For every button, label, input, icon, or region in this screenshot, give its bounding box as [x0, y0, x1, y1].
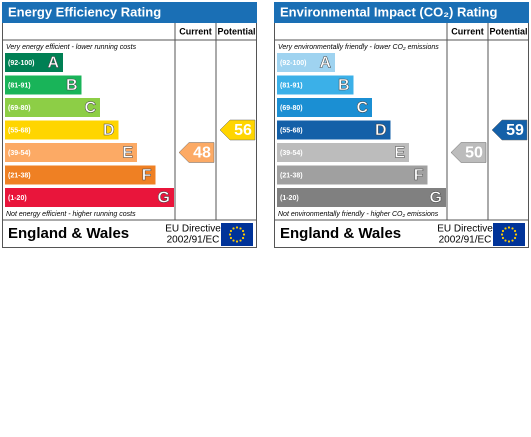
rating-value: 59	[506, 122, 524, 139]
flag-star	[511, 239, 514, 242]
rating-value: 50	[465, 145, 483, 162]
flag-star	[507, 226, 511, 229]
flag-star	[229, 236, 233, 240]
rating-band	[277, 188, 446, 207]
directive-line: EU Directive	[437, 224, 493, 235]
column-header: Potential	[217, 26, 255, 36]
flag-star	[501, 236, 505, 240]
flag-star	[500, 233, 504, 236]
band-letter: B	[66, 77, 78, 94]
band-letter: F	[414, 167, 424, 184]
flag-star	[513, 229, 517, 233]
flag-star	[507, 240, 511, 243]
rating-band	[5, 53, 63, 72]
band-letter: D	[103, 122, 115, 139]
band-letter: C	[356, 100, 368, 117]
rating-band	[5, 120, 119, 140]
band-range: (39-54)	[280, 150, 303, 157]
rating-band	[277, 98, 372, 117]
rating-band	[5, 143, 137, 162]
band-range: (55-68)	[280, 127, 303, 134]
flag-star	[239, 227, 242, 230]
band-letter: A	[47, 55, 59, 72]
band-letter: C	[84, 100, 96, 117]
band-letter: G	[430, 190, 442, 207]
rating-arrow	[450, 142, 487, 163]
band-letter: E	[122, 145, 133, 162]
flag-star	[501, 229, 505, 233]
rating-panel: Environmental Impact (CO₂) Rating Current…	[274, 2, 529, 248]
flag-star	[504, 227, 507, 230]
rating-band	[277, 53, 335, 72]
top-note: Very environmentally friendly - lower CO…	[278, 44, 439, 51]
flag-star	[235, 240, 239, 243]
flag-star	[232, 227, 235, 230]
rating-arrow	[491, 119, 528, 141]
flag-star	[228, 233, 232, 236]
flag-star	[229, 229, 233, 233]
column-header: Current	[451, 26, 484, 36]
flag-star	[241, 229, 245, 233]
rating-value: 48	[193, 145, 211, 162]
rating-value: 56	[234, 122, 252, 139]
rating-band	[277, 75, 354, 95]
band-letter: G	[158, 190, 170, 207]
band-range: (81-91)	[8, 82, 31, 89]
flag-star	[504, 239, 507, 242]
bottom-note: Not environmentally friendly - higher CO…	[278, 211, 439, 218]
rating-band	[5, 98, 100, 117]
top-note: Very energy efficient - lower running co…	[6, 44, 137, 51]
band-range: (21-38)	[8, 172, 31, 179]
eu-flag	[221, 223, 253, 246]
rating-band	[5, 165, 156, 185]
band-range: (39-54)	[8, 150, 31, 157]
band-range: (69-80)	[280, 105, 303, 112]
band-range: (1-20)	[280, 195, 299, 202]
band-range: (55-68)	[8, 127, 31, 134]
band-range: (1-20)	[8, 195, 27, 202]
rating-band	[277, 143, 409, 162]
band-letter: F	[142, 167, 152, 184]
rating-panel: Energy Efficiency Rating Current Potential…	[2, 2, 257, 248]
directive-line: EU Directive	[165, 224, 221, 235]
bottom-note: Not energy efficient - higher running co…	[6, 211, 136, 218]
band-range: (81-91)	[280, 82, 303, 89]
title-bar	[2, 2, 257, 23]
panel-title: Energy Efficiency Rating	[8, 4, 161, 19]
eu-flag	[493, 223, 525, 246]
title-bar	[274, 2, 529, 23]
flag-star	[232, 239, 235, 242]
column-header: Potential	[489, 26, 527, 36]
region: England & Wales	[280, 225, 401, 242]
flag-star	[235, 226, 239, 229]
rating-band	[277, 120, 391, 140]
flag-star	[514, 233, 518, 236]
band-range: (92-100)	[8, 60, 34, 67]
rating-band	[5, 75, 82, 95]
region: England & Wales	[8, 225, 129, 242]
flag-star	[239, 239, 242, 242]
directive-line: 2002/91/EC	[167, 235, 220, 246]
rating-arrow	[178, 142, 215, 163]
band-range: (92-100)	[280, 60, 306, 67]
rating-band	[5, 188, 174, 207]
band-letter: D	[375, 122, 387, 139]
band-letter: E	[394, 145, 405, 162]
flag-star	[241, 236, 245, 240]
band-letter: A	[319, 55, 331, 72]
flag-star	[513, 236, 517, 240]
band-range: (69-80)	[8, 105, 31, 112]
directive-line: 2002/91/EC	[439, 235, 492, 246]
column-header: Current	[179, 26, 212, 36]
rating-band	[277, 165, 428, 185]
band-letter: B	[338, 77, 350, 94]
band-range: (21-38)	[280, 172, 303, 179]
flag-star	[511, 227, 514, 230]
flag-star	[242, 233, 246, 236]
panel-title: Environmental Impact (CO₂) Rating	[280, 4, 497, 19]
rating-arrow	[219, 119, 256, 141]
